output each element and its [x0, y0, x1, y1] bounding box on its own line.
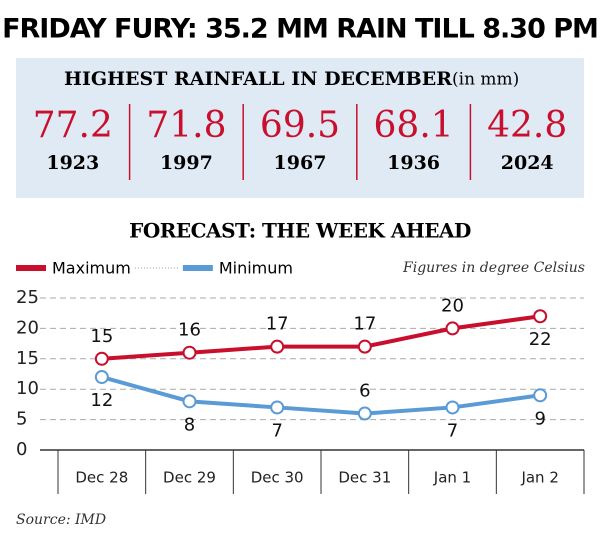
rainfall-value: 69.5 — [260, 105, 340, 146]
rainfall-value: 71.8 — [146, 105, 226, 146]
point — [182, 394, 197, 409]
point — [182, 345, 197, 360]
x-tick-label: Jan 1 — [433, 469, 471, 487]
x-tick-label: Jan 2 — [520, 469, 558, 487]
data-label: 16 — [178, 320, 201, 341]
data-label: 15 — [90, 326, 113, 347]
data-label: 17 — [353, 314, 376, 335]
point — [533, 388, 548, 403]
x-tick-label: Dec 29 — [163, 469, 216, 487]
legend-label: Maximum — [52, 259, 131, 278]
point — [94, 351, 109, 366]
point — [533, 309, 548, 324]
point — [357, 406, 372, 421]
data-label: 7 — [447, 420, 458, 441]
data-label: 9 — [534, 408, 545, 429]
rainfall-panel — [16, 58, 584, 198]
data-label: 20 — [441, 295, 464, 316]
y-tick-label: 10 — [16, 378, 39, 399]
y-tick-label: 15 — [16, 348, 39, 369]
x-tick-label: Dec 31 — [338, 469, 391, 487]
data-label: 7 — [271, 420, 282, 441]
chart-note: Figures in degree Celsius — [402, 260, 585, 276]
point — [270, 339, 285, 354]
series-line — [101, 375, 541, 416]
chart-title: FORECAST: THE WEEK AHEAD — [129, 219, 471, 243]
y-tick-label: 20 — [16, 317, 39, 338]
rainfall-value: 68.1 — [374, 105, 454, 146]
rainfall-value: 42.8 — [487, 105, 567, 146]
rainfall-year: 1967 — [274, 152, 327, 174]
rainfall-year: 1997 — [160, 152, 213, 174]
rainfall-value: 77.2 — [33, 105, 113, 146]
point — [94, 370, 109, 385]
rainfall-unit: (in mm) — [452, 70, 519, 90]
data-label: 17 — [266, 314, 289, 335]
data-label: 6 — [359, 381, 370, 402]
point — [270, 400, 285, 415]
y-tick-label: 0 — [16, 439, 27, 460]
data-label: 12 — [90, 390, 113, 411]
x-tick-label: Dec 28 — [75, 469, 128, 487]
series-line — [101, 314, 541, 361]
rainfall-year: 2024 — [501, 152, 554, 174]
rainfall-year: 1923 — [46, 152, 99, 174]
rainfall-year: 1936 — [387, 152, 440, 174]
point — [357, 339, 372, 354]
data-label: 22 — [529, 329, 552, 350]
x-tick-label: Dec 30 — [251, 469, 304, 487]
point — [445, 321, 460, 336]
data-label: 8 — [184, 414, 195, 435]
point — [445, 400, 460, 415]
headline: FRIDAY FURY: 35.2 MM RAIN TILL 8.30 PM — [2, 14, 598, 45]
rainfall-title: HIGHEST RAINFALL IN DECEMBER — [64, 68, 452, 90]
y-tick-label: 25 — [16, 287, 39, 308]
y-tick-label: 5 — [16, 409, 27, 430]
source: Source: IMD — [16, 512, 106, 528]
legend-label: Minimum — [219, 259, 293, 278]
